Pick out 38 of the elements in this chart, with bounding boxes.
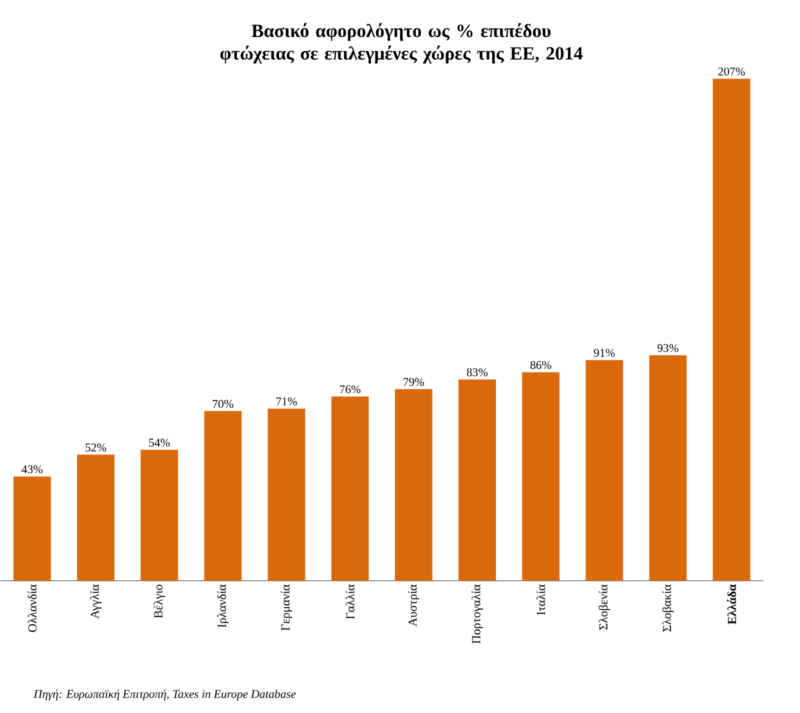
- data-label: 71%: [276, 398, 297, 406]
- data-label: 76%: [340, 385, 360, 394]
- data-label: 86%: [530, 361, 552, 370]
- x-tick-label: Γαλλία: [346, 584, 354, 620]
- x-tick-label: Αυστρία: [408, 584, 420, 627]
- bar: [522, 372, 560, 581]
- x-tick-label: Σλοβενία: [598, 584, 610, 630]
- x-tick-label: Ιταλία: [536, 584, 546, 616]
- bar: [649, 355, 687, 581]
- bar: [712, 78, 750, 581]
- data-label: 43%: [22, 466, 43, 474]
- x-tick-label: Πορτογαλία: [472, 584, 483, 644]
- bar: [331, 396, 369, 581]
- bar: [140, 450, 178, 581]
- bar: [204, 411, 242, 581]
- data-label: 91%: [594, 349, 615, 358]
- data-label: 70%: [212, 400, 234, 408]
- bar: [458, 380, 496, 581]
- data-label: 79%: [404, 378, 424, 386]
- bar: [394, 389, 432, 581]
- data-label: 54%: [149, 438, 170, 447]
- data-label: 93%: [658, 344, 678, 352]
- chart-title: Βασικό αφορολόγητο ως % επιπέδου φτώχειας σε επιλεγμένες χώρες της ΕΕ, 2014: [220, 23, 583, 64]
- x-tick-label: Βέλγιο: [154, 584, 165, 618]
- x-tick-label: Ολλανδία: [28, 584, 37, 632]
- bar: [77, 454, 114, 581]
- data-label: 207%: [718, 68, 745, 76]
- text: Πηγή: Ευρωπαϊκή Επιτροπή, Taxes in Europe Database: [34, 690, 296, 701]
- bar: [13, 476, 51, 581]
- x-tick-label: Αγγλία: [90, 584, 102, 619]
- data-label: 52%: [86, 444, 106, 452]
- x-tick-label: Ελλάδα: [726, 584, 736, 624]
- bar: [268, 408, 306, 581]
- data-label: 83%: [466, 368, 488, 376]
- bar: [586, 360, 624, 581]
- x-tick-label: Σλοβακία: [662, 584, 674, 632]
- x-tick-label: Γερμανία: [280, 584, 292, 631]
- x-tick-label: Ιρλανδία: [217, 584, 229, 628]
